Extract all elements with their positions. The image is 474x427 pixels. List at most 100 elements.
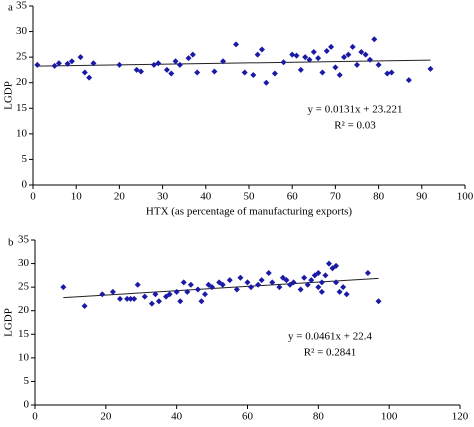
data-point bbox=[315, 55, 322, 62]
x-tick-label: 20 bbox=[100, 411, 112, 423]
data-point bbox=[241, 69, 248, 76]
y-tick-label: 15 bbox=[18, 328, 30, 340]
r-squared: R² = 0.2841 bbox=[304, 347, 357, 359]
data-point bbox=[333, 279, 340, 286]
y-tick-label: 35 bbox=[16, 0, 28, 12]
y-tick-label: 25 bbox=[18, 281, 30, 293]
data-point bbox=[194, 69, 201, 76]
panel-label: a bbox=[8, 2, 13, 14]
data-point bbox=[176, 61, 183, 68]
data-point bbox=[310, 49, 317, 56]
x-tick-label: 80 bbox=[313, 411, 325, 423]
data-point bbox=[315, 284, 322, 291]
x-tick-label: 10 bbox=[71, 191, 83, 203]
data-point bbox=[233, 286, 240, 293]
data-point bbox=[189, 51, 196, 58]
data-point bbox=[51, 62, 58, 69]
data-point bbox=[77, 54, 84, 61]
data-point bbox=[166, 291, 173, 298]
data-point bbox=[117, 295, 123, 302]
x-tick-label: 70 bbox=[330, 191, 342, 203]
data-point bbox=[280, 59, 287, 66]
data-point bbox=[250, 72, 257, 79]
trend-line bbox=[37, 59, 431, 67]
data-point bbox=[127, 295, 134, 302]
data-point bbox=[60, 284, 67, 291]
y-tick-label: 20 bbox=[16, 76, 28, 88]
data-point bbox=[226, 277, 233, 284]
data-point bbox=[219, 281, 226, 288]
data-point bbox=[364, 270, 371, 276]
data-point bbox=[90, 60, 97, 67]
data-point bbox=[289, 51, 296, 58]
x-tick-label: 80 bbox=[373, 191, 385, 203]
data-point bbox=[202, 291, 208, 298]
data-point bbox=[194, 286, 201, 293]
data-point bbox=[81, 303, 88, 309]
equation: y = 0.0131x + 23.221 bbox=[308, 104, 403, 116]
y-axis-label: LGDP bbox=[3, 308, 15, 337]
data-point bbox=[276, 284, 283, 291]
data-point bbox=[187, 281, 194, 288]
data-point bbox=[319, 69, 326, 76]
r-squared: R² = 0.03 bbox=[334, 120, 376, 132]
data-point bbox=[263, 79, 270, 86]
data-point bbox=[366, 56, 373, 63]
data-point bbox=[68, 58, 75, 65]
data-point bbox=[297, 286, 304, 293]
y-tick-label: 0 bbox=[22, 179, 28, 191]
y-tick-label: 10 bbox=[16, 127, 28, 139]
data-point bbox=[233, 41, 240, 48]
panel-label: b bbox=[8, 237, 14, 249]
data-point bbox=[184, 288, 191, 295]
data-point bbox=[388, 69, 395, 76]
data-point bbox=[168, 70, 175, 77]
data-point bbox=[99, 291, 106, 298]
data-point bbox=[64, 60, 71, 67]
y-axis-label: LGDP bbox=[3, 81, 15, 110]
data-point bbox=[220, 58, 227, 65]
x-tick-label: 90 bbox=[416, 191, 428, 203]
data-point bbox=[405, 77, 412, 84]
data-point bbox=[328, 43, 335, 50]
data-point bbox=[109, 288, 116, 295]
data-point bbox=[254, 51, 261, 58]
y-tick-label: 25 bbox=[16, 51, 28, 63]
data-point bbox=[318, 279, 325, 286]
data-point bbox=[306, 56, 313, 63]
data-point bbox=[345, 51, 352, 58]
data-point bbox=[258, 277, 265, 284]
trend-line bbox=[63, 277, 379, 299]
data-point bbox=[375, 61, 382, 68]
data-point bbox=[81, 69, 88, 76]
data-point bbox=[271, 70, 278, 77]
data-point bbox=[375, 298, 382, 305]
y-tick-label: 5 bbox=[22, 153, 28, 165]
data-point bbox=[283, 277, 290, 284]
y-tick-label: 20 bbox=[18, 304, 30, 316]
data-point bbox=[301, 274, 308, 281]
data-point bbox=[427, 65, 434, 72]
data-point bbox=[332, 64, 339, 71]
x-tick-label: 50 bbox=[244, 191, 256, 203]
data-point bbox=[55, 60, 62, 67]
data-point bbox=[343, 291, 350, 298]
x-tick-label: 100 bbox=[457, 191, 474, 203]
data-point bbox=[131, 295, 138, 302]
data-point bbox=[354, 61, 360, 68]
data-point bbox=[163, 66, 170, 73]
data-point bbox=[384, 70, 391, 77]
x-tick-label: 60 bbox=[242, 411, 254, 423]
data-point bbox=[318, 288, 325, 295]
data-point bbox=[237, 274, 244, 281]
data-point bbox=[265, 270, 272, 276]
data-point bbox=[325, 260, 332, 267]
y-tick-label: 15 bbox=[16, 102, 28, 114]
x-tick-label: 40 bbox=[171, 411, 183, 423]
data-point bbox=[333, 262, 340, 269]
data-point bbox=[177, 298, 184, 305]
y-tick-label: 35 bbox=[18, 234, 30, 246]
data-point bbox=[152, 291, 159, 298]
data-point bbox=[293, 52, 300, 59]
